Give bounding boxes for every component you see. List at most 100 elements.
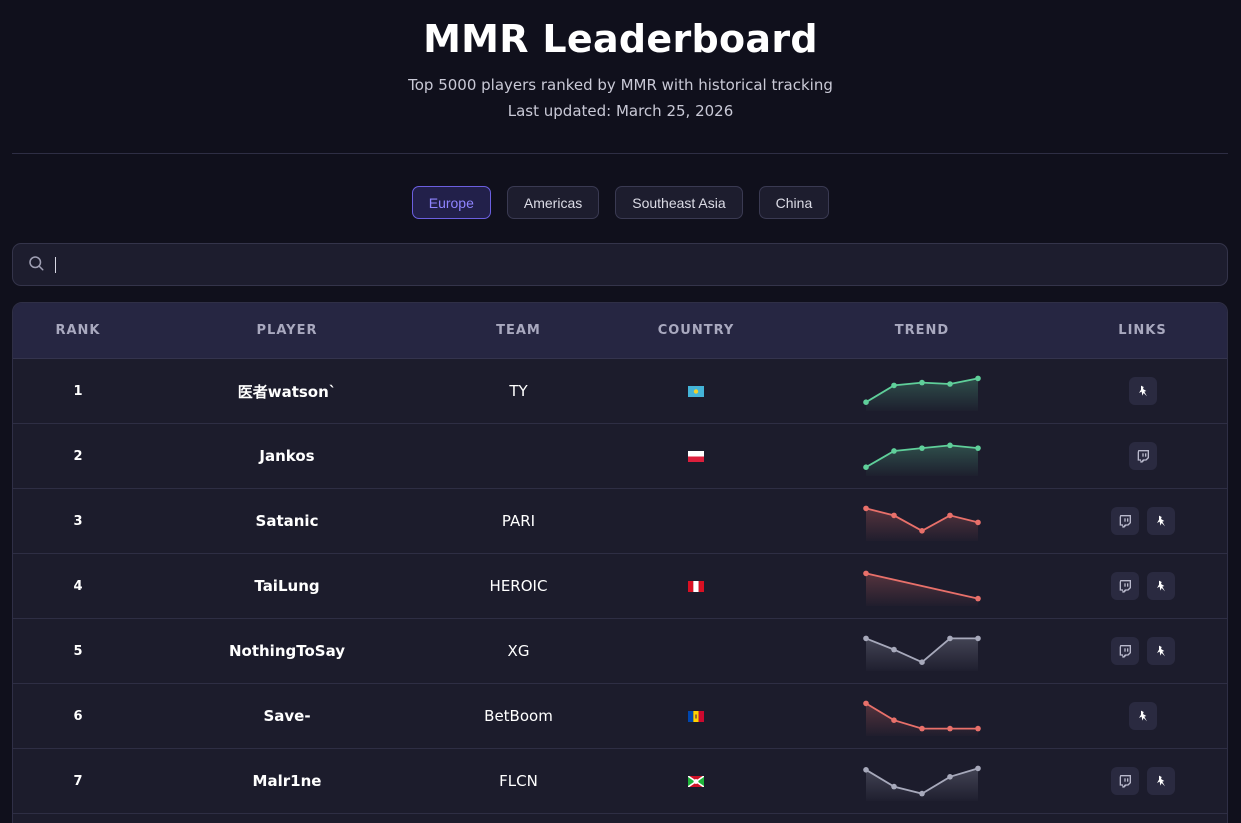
player-name[interactable]: TaiLung: [254, 577, 320, 595]
team-cell: XG: [507, 642, 530, 660]
region-tab-china[interactable]: China: [758, 186, 830, 219]
trend-point: [919, 528, 925, 534]
trend-area: [866, 638, 978, 671]
trend-point: [947, 774, 953, 780]
twitch-link-button[interactable]: [1110, 572, 1139, 600]
trend-cell: [786, 501, 1058, 541]
search-bar[interactable]: [12, 243, 1228, 286]
links-cell: [1058, 767, 1227, 795]
divider: [12, 153, 1228, 154]
trend-point: [863, 399, 869, 405]
trend-point: [947, 725, 953, 732]
header-trend: TREND: [894, 323, 950, 338]
dota-icon: [1153, 643, 1169, 659]
table-row[interactable]: 3 Satanic PARI: [13, 489, 1227, 554]
region-tab-southeast-asia[interactable]: Southeast Asia: [615, 186, 743, 219]
trend-sparkline: [863, 700, 981, 736]
trend-point: [947, 512, 953, 519]
country-cell: [606, 775, 786, 787]
twitch-icon: [1117, 773, 1133, 789]
trend-point: [975, 635, 981, 642]
dota-link-button[interactable]: [1146, 637, 1175, 665]
trend-sparkline: [863, 442, 981, 476]
links-cell: [1058, 442, 1227, 470]
links-cell: [1058, 702, 1227, 730]
table-row[interactable]: 2 Jankos: [13, 424, 1227, 489]
trend-point: [919, 379, 925, 386]
trend-area: [866, 573, 978, 606]
table-row[interactable]: 5 NothingToSay XG: [13, 619, 1227, 684]
dota-link-button[interactable]: [1146, 507, 1175, 535]
rank-cell: 2: [73, 448, 83, 464]
trend-cell: [786, 696, 1058, 736]
trend-point: [919, 725, 925, 732]
trend-point: [975, 375, 981, 382]
region-tabs: Europe Americas Southeast Asia China: [0, 186, 1241, 219]
country-cell: [606, 710, 786, 722]
trend-cell: [786, 436, 1058, 476]
trend-sparkline: [863, 505, 981, 541]
player-name[interactable]: Jankos: [259, 447, 315, 465]
region-tab-americas[interactable]: Americas: [506, 186, 600, 219]
twitch-link-button[interactable]: [1128, 442, 1157, 470]
dota-icon: [1153, 773, 1169, 789]
trend-point: [975, 595, 981, 602]
dota-icon: [1135, 383, 1151, 399]
trend-point: [863, 464, 869, 470]
team-cell: HEROIC: [489, 577, 548, 595]
twitch-icon: [1117, 643, 1133, 659]
dota-icon: [1153, 513, 1169, 529]
trend-point: [975, 519, 981, 526]
region-tab-europe[interactable]: Europe: [411, 186, 491, 219]
trend-line: [865, 572, 979, 600]
table-header: RANK PLAYER TEAM COUNTRY TREND LINKS: [13, 303, 1227, 359]
header: MMR Leaderboard Top 5000 players ranked …: [0, 0, 1241, 122]
country-cell: [606, 450, 786, 462]
trend-point: [947, 442, 953, 449]
team-cell: PARI: [501, 512, 536, 530]
trend-point: [919, 659, 925, 665]
header-player[interactable]: PLAYER: [256, 323, 318, 338]
trend-sparkline: [863, 765, 981, 801]
table-row[interactable]: 6 Save- BetBoom: [13, 684, 1227, 749]
trend-point: [975, 725, 981, 732]
trend-point: [891, 448, 897, 454]
table-row[interactable]: 7 Malr1ne FLCN: [13, 749, 1227, 814]
dota-link-button[interactable]: [1128, 702, 1157, 730]
dota-link-button[interactable]: [1146, 572, 1175, 600]
country-cell: [606, 580, 786, 592]
header-team[interactable]: TEAM: [496, 323, 541, 338]
links-cell: [1058, 637, 1227, 665]
trend-point: [947, 381, 953, 387]
trend-point: [891, 512, 897, 519]
dota-link-button[interactable]: [1128, 377, 1157, 405]
trend-point: [863, 700, 869, 707]
twitch-icon: [1117, 513, 1133, 529]
trend-point: [863, 635, 869, 642]
table-row[interactable]: 4 TaiLung HEROIC: [13, 554, 1227, 619]
player-name[interactable]: Save-: [263, 707, 311, 725]
links-cell: [1058, 572, 1227, 600]
team-cell: TY: [509, 382, 528, 400]
dota-link-button[interactable]: [1146, 767, 1175, 795]
leaderboard-table: RANK PLAYER TEAM COUNTRY TREND LINKS 1 医者…: [12, 302, 1228, 823]
twitch-link-button[interactable]: [1110, 767, 1139, 795]
player-name[interactable]: NothingToSay: [228, 642, 346, 660]
trend-cell: [786, 631, 1058, 671]
trend-point: [947, 635, 953, 642]
table-row[interactable]: 1 医者watson` TY: [13, 359, 1227, 424]
trend-sparkline: [863, 375, 981, 411]
player-name[interactable]: Malr1ne: [252, 772, 322, 790]
header-country[interactable]: COUNTRY: [657, 323, 735, 338]
twitch-link-button[interactable]: [1110, 637, 1139, 665]
player-name[interactable]: Satanic: [255, 512, 319, 530]
header-rank[interactable]: RANK: [55, 323, 101, 338]
player-name[interactable]: 医者watson`: [237, 382, 337, 401]
twitch-link-button[interactable]: [1110, 507, 1139, 535]
trend-area: [866, 703, 978, 736]
poland-flag: [688, 450, 704, 462]
country-cell: [606, 385, 786, 397]
trend-point: [919, 790, 925, 797]
trend-point: [863, 505, 869, 512]
search-input[interactable]: [58, 244, 1227, 285]
